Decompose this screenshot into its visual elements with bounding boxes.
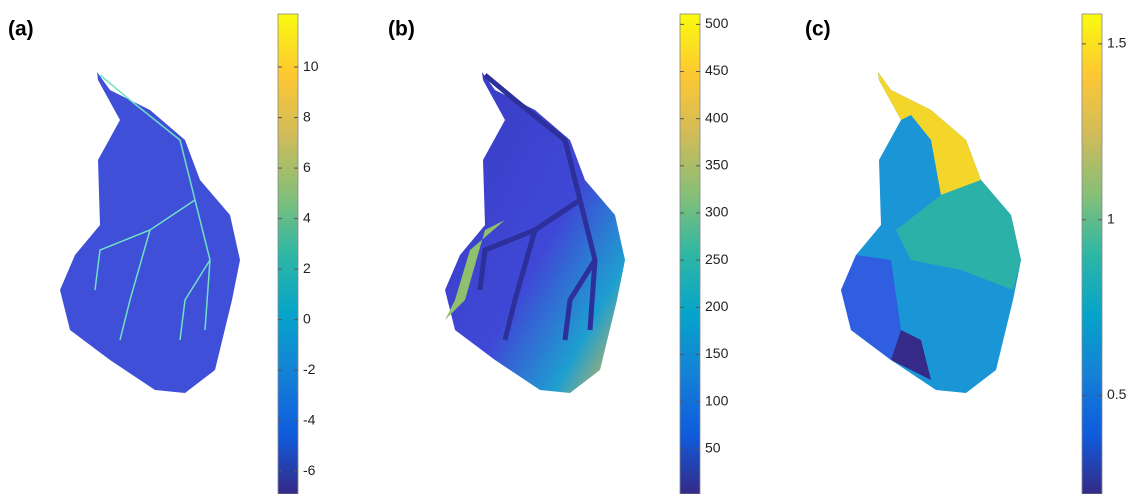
panel-label: (a): [8, 18, 34, 41]
map-c: [841, 72, 1021, 393]
tick-label: 1.5: [1107, 35, 1127, 51]
tick-label: 6: [303, 159, 311, 175]
tick-label: 8: [303, 108, 311, 124]
tick-label: -4: [303, 411, 316, 427]
tick-label: -2: [303, 361, 316, 377]
tick-label: 10: [303, 58, 319, 74]
tick-label: 4: [303, 209, 311, 225]
tick-label: -6: [303, 462, 316, 478]
map-a: [60, 72, 240, 393]
tick-label: 50: [705, 439, 721, 455]
panel-label: (c): [805, 18, 831, 41]
tick-label: 150: [705, 345, 729, 361]
tick-label: 1: [1107, 210, 1115, 226]
tick-label: 0.5: [1107, 386, 1127, 402]
tick-label: 350: [705, 157, 729, 173]
map-b: [445, 72, 625, 393]
tick-label: 450: [705, 62, 729, 78]
panel-label: (b): [388, 18, 415, 41]
colorbar: [1081, 13, 1103, 495]
tick-label: 2: [303, 260, 311, 276]
tick-label: 0: [303, 310, 311, 326]
tick-label: 200: [705, 298, 729, 314]
tick-label: 400: [705, 109, 729, 125]
colorbar: [277, 13, 299, 495]
colorbar: [679, 13, 701, 495]
tick-label: 500: [705, 15, 729, 31]
tick-label: 250: [705, 251, 729, 267]
tick-label: 300: [705, 204, 729, 220]
tick-label: 100: [705, 392, 729, 408]
